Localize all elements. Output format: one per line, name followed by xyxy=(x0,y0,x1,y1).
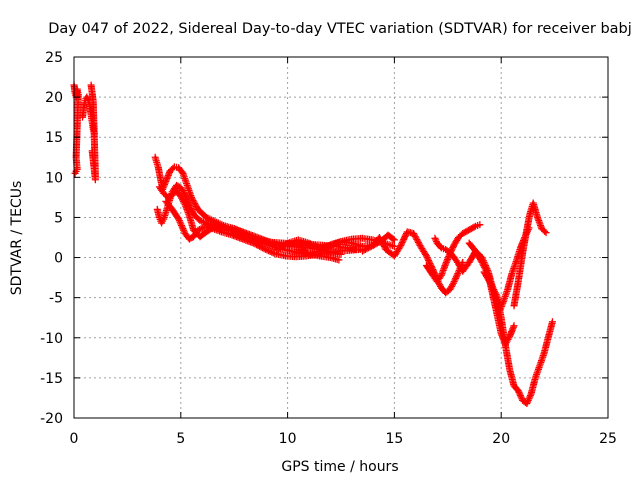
y-tick-label: 25 xyxy=(45,50,63,66)
series-markers xyxy=(358,228,467,297)
x-tick-label: 0 xyxy=(70,431,79,447)
x-tick-label: 5 xyxy=(176,431,185,447)
data-points xyxy=(70,81,556,408)
x-axis-label: GPS time / hours xyxy=(281,459,398,475)
axis-ticks: 0 5 10 15 20 25 25 20 15 10 5 0 -5 -10 -15 -20 xyxy=(40,50,617,447)
y-tick-label: -15 xyxy=(40,371,63,387)
x-tick-label: 15 xyxy=(385,431,403,447)
y-tick-label: 0 xyxy=(54,251,63,267)
y-tick-label: 10 xyxy=(45,170,63,186)
y-axis-label: SDTVAR / TECUs xyxy=(9,181,25,296)
y-tick-label: -10 xyxy=(40,331,63,347)
series-sat-a xyxy=(70,81,82,177)
y-tick-label: 20 xyxy=(45,90,63,106)
chart-title: Day 047 of 2022, Sidereal Day-to-day VTE… xyxy=(48,21,632,37)
series-sat-o xyxy=(510,199,550,310)
series-sat-c xyxy=(87,81,99,184)
series-markers xyxy=(70,81,82,177)
series-markers xyxy=(510,199,550,310)
series-markers xyxy=(87,81,99,184)
y-tick-label: 15 xyxy=(45,130,63,146)
grid-lines xyxy=(74,57,608,418)
y-tick-label: 5 xyxy=(54,210,63,226)
plot-frame xyxy=(73,56,609,419)
series-markers xyxy=(480,268,556,408)
series-sat-j xyxy=(358,228,467,297)
y-tick-label: -20 xyxy=(40,411,63,427)
x-tick-label: 10 xyxy=(279,431,297,447)
y-tick-label: -5 xyxy=(49,291,63,307)
series-sat-n xyxy=(480,268,556,408)
x-tick-label: 20 xyxy=(492,431,510,447)
x-tick-label: 25 xyxy=(599,431,617,447)
